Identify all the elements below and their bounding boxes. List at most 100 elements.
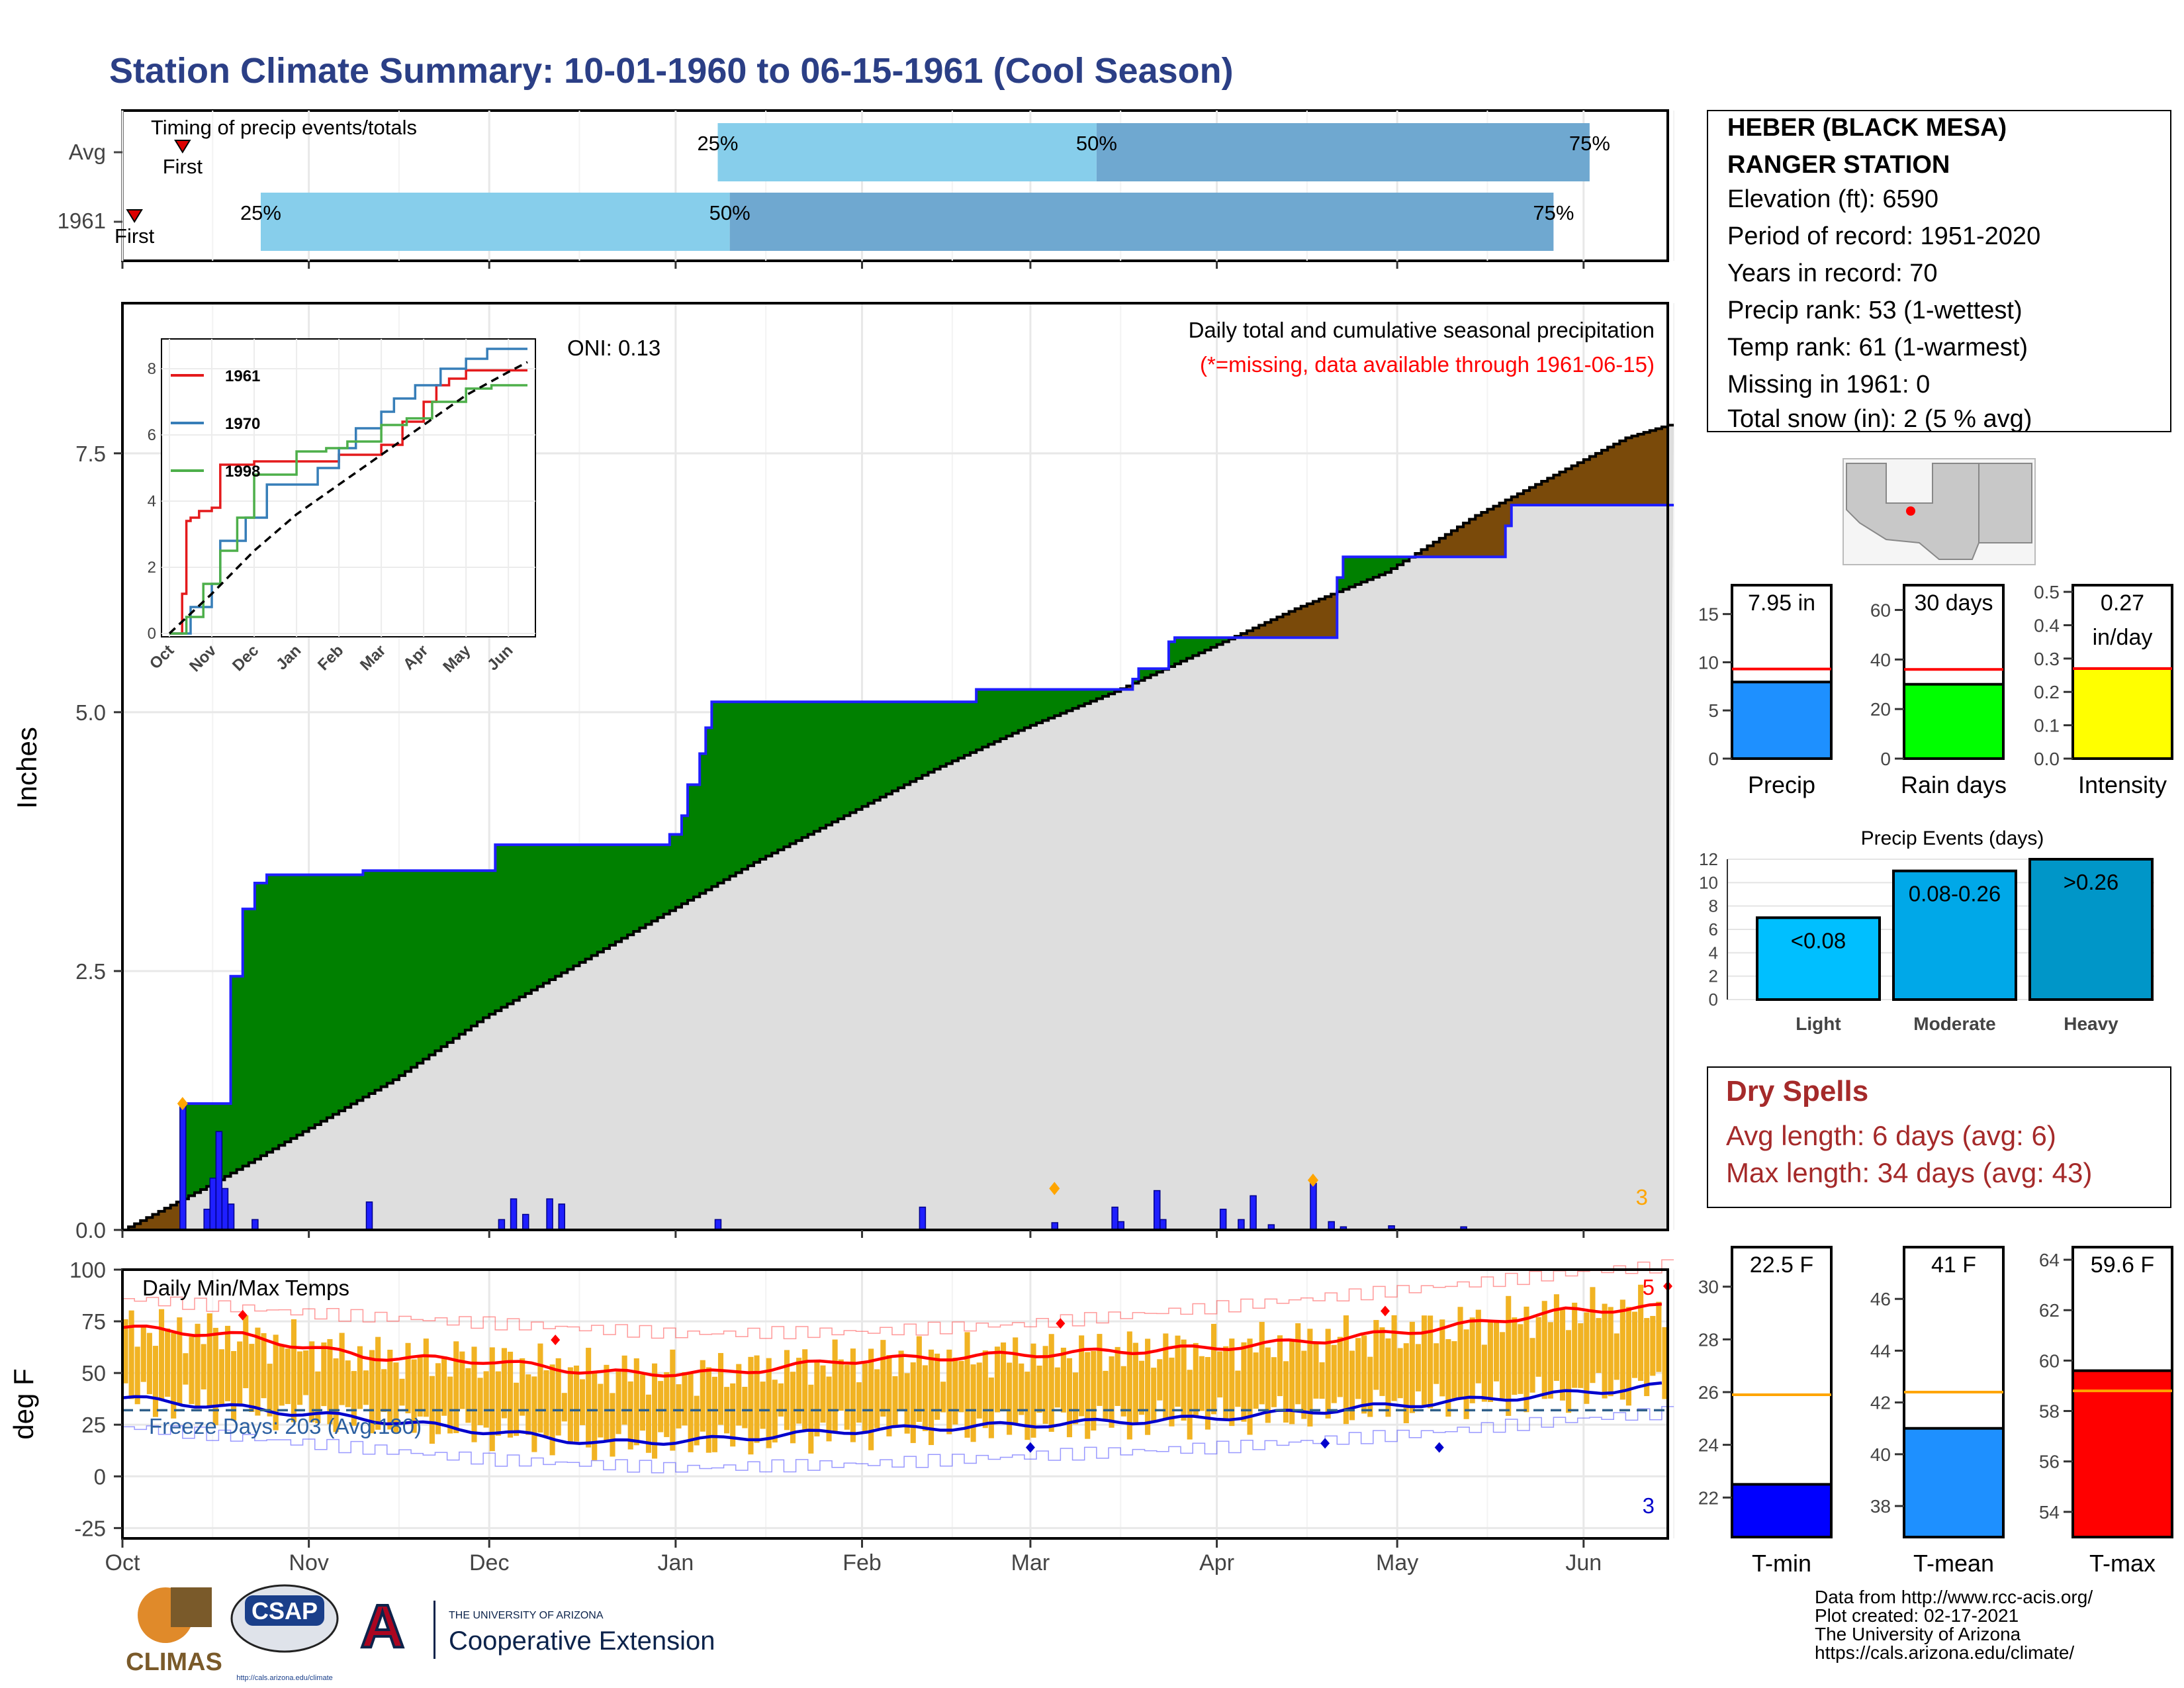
events-tick-label: 4 — [1709, 943, 1718, 962]
daily-temp-bar — [1367, 1356, 1373, 1417]
tmax-summary-axis-label: T-max — [2089, 1550, 2156, 1577]
daily-temp-bar — [1024, 1372, 1030, 1440]
daily-temp-bar — [736, 1364, 742, 1426]
above-average-band — [801, 702, 809, 838]
above-average-band — [1102, 689, 1109, 696]
above-average-band — [910, 702, 917, 782]
daily-temp-bar — [1331, 1344, 1337, 1403]
daily-temp-bar — [243, 1315, 249, 1389]
daily-temp-bar — [285, 1348, 291, 1405]
daily-temp-bar — [1415, 1344, 1421, 1391]
inset-y-tick-label: 0 — [148, 625, 156, 643]
daily-temp-bar — [838, 1359, 844, 1411]
above-average-band — [1181, 637, 1187, 661]
events-tick-label: 2 — [1709, 966, 1718, 986]
daily-temp-bar — [231, 1350, 237, 1421]
below-average-band — [1240, 633, 1248, 638]
above-average-band — [711, 702, 719, 887]
above-average-band — [555, 845, 562, 976]
above-average-band — [651, 845, 659, 921]
below-average-band — [1541, 481, 1548, 506]
daily-temp-bar — [970, 1364, 976, 1442]
daily-temp-bar — [1349, 1350, 1355, 1421]
daily-temp-bar — [1596, 1318, 1602, 1374]
average-max-temp-line — [122, 1302, 1662, 1378]
daily-temp-bar — [1373, 1320, 1379, 1390]
temp-record-marker-icon — [238, 1309, 248, 1321]
record-day-marker-icon — [1307, 1173, 1318, 1187]
below-average-band — [1571, 465, 1578, 506]
above-average-band — [669, 834, 676, 911]
tmean-summary-axis-label: T-mean — [1913, 1550, 1994, 1577]
below-average-band — [1595, 453, 1602, 506]
above-average-band — [230, 976, 238, 1173]
average-min-temp-line — [122, 1381, 1662, 1446]
daily-temp-bar — [1428, 1315, 1433, 1409]
above-average-band — [838, 702, 844, 819]
daily-precip-bar — [227, 1203, 235, 1231]
above-average-band — [1210, 637, 1218, 647]
daily-precip-bar — [1238, 1219, 1245, 1231]
above-average-band — [886, 702, 893, 794]
month-label-jan: Jan — [657, 1550, 694, 1575]
below-average-band — [1655, 428, 1662, 506]
climas-mark — [171, 1587, 212, 1627]
summary-boxes: 0 5 10 15 7.95 in Precip 0 20 40 60 30 days Rain da… — [1698, 582, 2173, 798]
above-average-band — [597, 845, 604, 953]
daily-temp-bar — [610, 1393, 615, 1457]
record-min-envelope-line — [122, 1406, 1674, 1474]
daily-temp-bar — [856, 1382, 862, 1423]
daily-temp-bar — [224, 1325, 231, 1401]
tmax-summary-value-label: 59.6 F — [2091, 1252, 2154, 1278]
daily-temp-bar — [862, 1363, 868, 1432]
precip-y-tick-label: 0.0 — [75, 1218, 106, 1243]
daily-precip-bar — [714, 1219, 722, 1231]
daily-temp-bar — [1265, 1347, 1271, 1423]
daily-temp-bar — [916, 1336, 922, 1422]
daily-temp-bar — [886, 1355, 892, 1436]
below-average-band — [164, 1208, 171, 1230]
above-average-band — [952, 702, 959, 761]
above-average-band — [519, 845, 526, 998]
daily-temp-bar — [1247, 1338, 1253, 1435]
above-average-band — [1187, 637, 1193, 659]
daily-precip-bar — [522, 1213, 529, 1231]
daily-temp-bar — [146, 1333, 152, 1395]
above-average-band — [1054, 689, 1061, 716]
below-average-band — [1583, 459, 1590, 506]
raindays-summary: 0 20 40 60 30 days Rain days — [1870, 584, 2007, 798]
daily-temp-bar — [850, 1348, 856, 1442]
tmean-summary-value-bar — [1903, 1427, 2005, 1538]
above-average-band — [326, 874, 334, 1118]
ua-divider — [433, 1601, 435, 1659]
intensity-summary-axis-label: Intensity — [2078, 771, 2167, 798]
above-average-band — [501, 845, 508, 1008]
daily-temp-bar — [1181, 1339, 1187, 1421]
timing-title: Timing of precip events/totals — [151, 116, 417, 139]
above-average-band — [819, 702, 827, 829]
daily-temp-bar — [1337, 1336, 1343, 1397]
daily-temp-bar — [1650, 1315, 1656, 1376]
daily-precip-bar — [365, 1201, 373, 1231]
temps-frame — [121, 1268, 1669, 1540]
daily-temp-bar — [1120, 1366, 1126, 1417]
daily-temp-bar — [988, 1377, 994, 1438]
above-average-band — [778, 702, 785, 850]
daily-temp-bar — [165, 1328, 171, 1397]
daily-temp-bar — [405, 1342, 411, 1413]
daily-precip-bar — [215, 1131, 223, 1231]
below-average-band — [134, 1223, 141, 1230]
below-average-band — [1505, 500, 1512, 526]
inset-series-line-1961 — [169, 369, 527, 635]
timing-first-marker-icon — [126, 209, 143, 223]
inset-y-tick-label: 6 — [148, 426, 156, 444]
above-average-band — [339, 874, 345, 1111]
intensity-summary-tick-label: 0.0 — [2034, 749, 2060, 769]
daily-temp-bar — [1019, 1363, 1024, 1415]
daily-temp-bar — [1277, 1335, 1283, 1397]
daily-temp-bar — [898, 1350, 904, 1411]
daily-temp-bar — [189, 1336, 195, 1405]
below-average-band — [1331, 594, 1338, 638]
daily-temp-bar — [928, 1349, 934, 1445]
